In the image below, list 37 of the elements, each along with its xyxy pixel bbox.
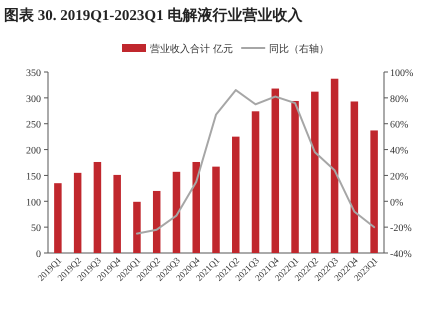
bar <box>113 174 121 253</box>
bar <box>272 88 280 253</box>
y-tick-label: 300 <box>26 94 41 105</box>
bar <box>54 183 62 253</box>
y2-tick-label: 20% <box>390 171 408 182</box>
bar <box>212 166 220 253</box>
y-tick-label: 100 <box>26 197 41 208</box>
bar <box>330 78 338 253</box>
chart-title: 图表 30. 2019Q1-2023Q1 电解液行业营业收入 <box>4 6 304 24</box>
y2-tick-label: 80% <box>390 94 408 105</box>
bar <box>74 172 82 253</box>
bar <box>94 162 102 253</box>
bar <box>252 111 260 253</box>
bar <box>370 130 378 253</box>
bar <box>291 100 299 253</box>
y2-tick-label: 40% <box>390 146 408 157</box>
y-tick-label: 250 <box>26 120 41 131</box>
bar <box>311 92 319 253</box>
y-tick-label: 50 <box>31 223 41 234</box>
legend-label: 同比（右轴） <box>269 43 330 55</box>
bar <box>152 190 160 253</box>
y2-tick-label: 0% <box>390 197 404 208</box>
y-tick-label: 200 <box>26 146 41 157</box>
y-tick-label: 150 <box>26 171 41 182</box>
y2-tick-label: -20% <box>390 223 412 234</box>
line-series <box>136 89 376 235</box>
y-tick-label: 350 <box>26 68 41 79</box>
bar <box>133 202 141 253</box>
bar <box>172 172 180 253</box>
legend-label: 营业收入合计 亿元 <box>150 43 234 55</box>
y2-tick-label: 60% <box>390 120 408 131</box>
y2-tick-label: -40% <box>390 249 412 260</box>
y-tick-label: 0 <box>36 249 41 260</box>
y2-tick-label: 100% <box>390 68 414 79</box>
bar <box>232 136 240 253</box>
bar <box>350 101 358 253</box>
bar <box>192 162 200 253</box>
